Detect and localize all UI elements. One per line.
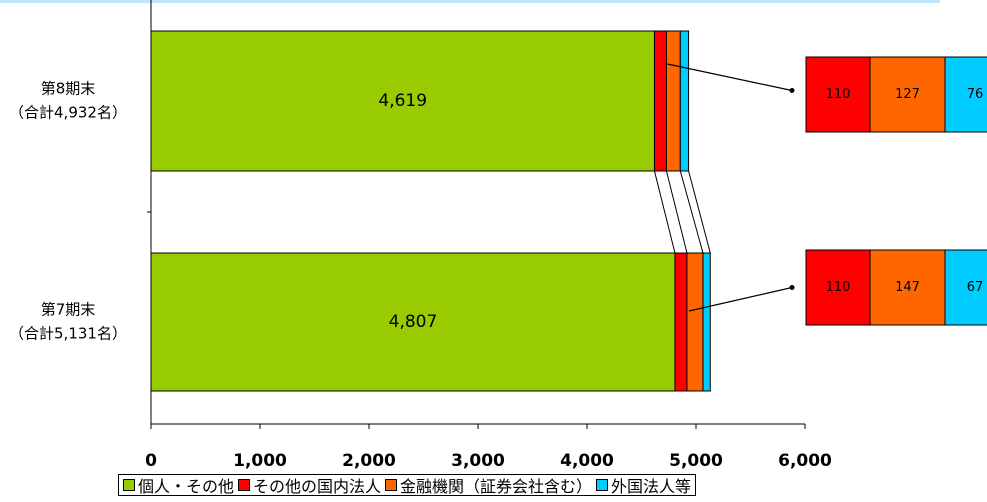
legend-item: その他の国内法人 — [238, 473, 381, 497]
bar-segment — [674, 252, 688, 392]
leader-line — [667, 63, 793, 92]
category-label: （合計4,932名） — [9, 104, 127, 122]
leader-dot — [789, 285, 795, 290]
x-tick-label: 5,000 — [669, 451, 723, 471]
leader-line — [688, 286, 793, 312]
legend-item: 個人・その他 — [123, 473, 234, 497]
detail-box-label: 110 — [826, 87, 851, 102]
legend-swatch — [385, 479, 398, 491]
legend-item: 金融機関（証券会社含む） — [385, 473, 592, 497]
category-label: （合計5,131名） — [9, 325, 127, 343]
detail-box-label: 76 — [967, 87, 984, 102]
bar-value-label: 4,807 — [389, 312, 438, 332]
x-tick-label: 3,000 — [451, 451, 505, 471]
legend-swatch — [238, 479, 251, 491]
bar-segment — [686, 252, 704, 392]
legend-swatch — [596, 479, 609, 491]
legend-label: 外国法人等 — [611, 477, 692, 496]
legend-label: その他の国内法人 — [253, 477, 382, 496]
detail-box-label: 67 — [967, 280, 984, 295]
leader-dot — [789, 88, 795, 93]
bar-segment — [150, 30, 655, 172]
detail-box-segment — [944, 56, 987, 133]
bar-segment — [679, 30, 690, 172]
x-tick-label: 1,000 — [233, 451, 287, 471]
detail-box-segment — [805, 249, 871, 326]
segment-connector-line — [653, 170, 676, 254]
x-tick-label: 2,000 — [342, 451, 396, 471]
detail-box-segment — [869, 249, 946, 326]
legend-label: 金融機関（証券会社含む） — [400, 477, 593, 496]
bar-segment — [150, 252, 676, 392]
legend: 個人・その他 その他の国内法人 金融機関（証券会社含む） 外国法人等 — [118, 473, 697, 497]
bar-value-label: 4,619 — [378, 91, 427, 111]
legend-swatch — [123, 479, 135, 491]
category-label: 第7期末 — [41, 301, 96, 319]
legend-label: 個人・その他 — [138, 477, 235, 496]
detail-box-label: 147 — [895, 280, 920, 295]
x-tick-label: 0 — [145, 451, 157, 471]
detail-box-segment — [944, 249, 987, 326]
detail-box-label: 127 — [895, 87, 920, 102]
bar-segment — [653, 30, 667, 172]
detail-box-segment — [805, 56, 871, 133]
bar-segment — [702, 252, 711, 392]
header-accent-line — [0, 0, 940, 3]
x-tick-label: 4,000 — [560, 451, 614, 471]
bar-segment — [665, 30, 681, 172]
segment-connector-line — [679, 170, 704, 254]
category-label: 第8期末 — [41, 80, 96, 98]
segment-connector-line — [688, 170, 711, 254]
x-tick-label: 6,000 — [778, 451, 832, 471]
segment-connector-line — [665, 170, 688, 254]
legend-item: 外国法人等 — [596, 473, 691, 497]
detail-box-label: 110 — [826, 280, 851, 295]
